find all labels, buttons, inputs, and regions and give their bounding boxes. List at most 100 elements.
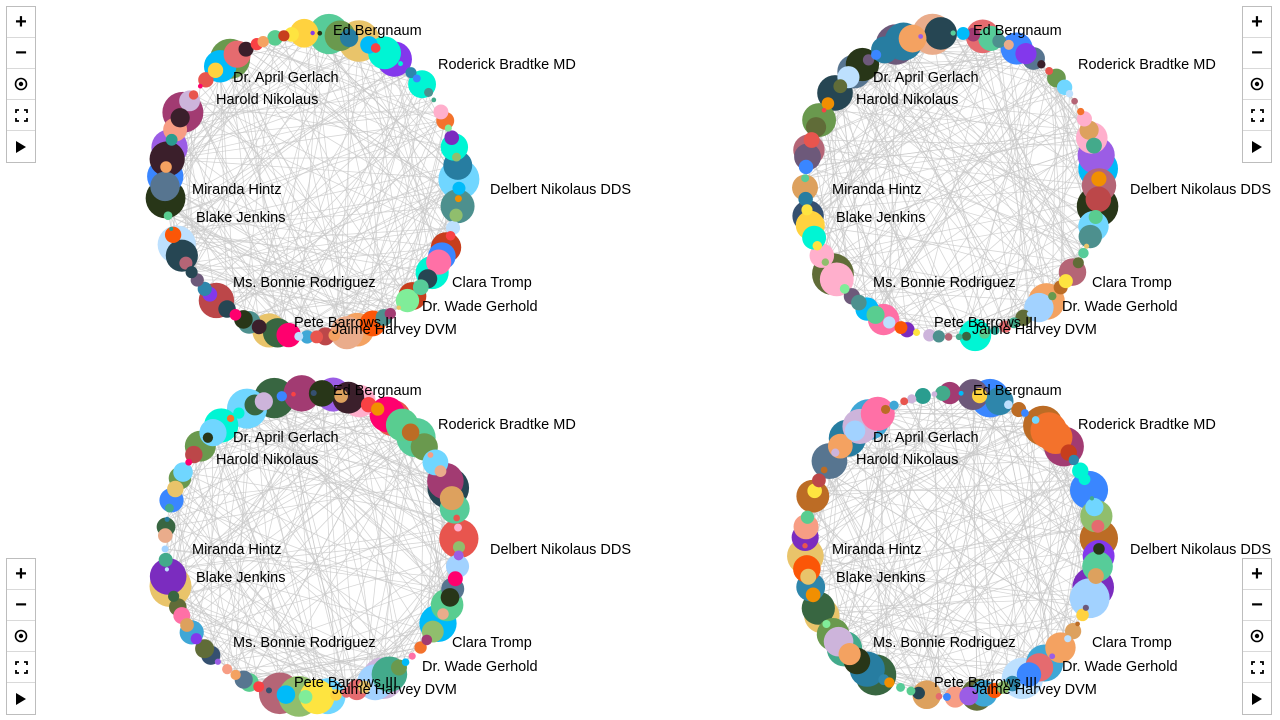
graph-node[interactable] xyxy=(1072,257,1084,269)
graph-node[interactable] xyxy=(310,389,317,397)
center-button[interactable] xyxy=(1243,69,1271,100)
graph-node[interactable] xyxy=(1087,568,1104,584)
graph-node[interactable] xyxy=(360,320,373,333)
graph-node[interactable] xyxy=(1091,171,1107,187)
graph-node[interactable] xyxy=(180,618,194,632)
graph-node[interactable] xyxy=(149,141,185,177)
graph-node[interactable] xyxy=(167,480,184,498)
graph-node[interactable] xyxy=(889,400,899,410)
zoom-in-button[interactable]: + xyxy=(7,559,35,590)
graph-node[interactable] xyxy=(992,34,1007,48)
graph-node[interactable] xyxy=(820,466,828,474)
graph-node[interactable] xyxy=(164,503,174,513)
graph-node[interactable] xyxy=(300,330,314,344)
graph-node[interactable] xyxy=(935,693,943,700)
graph-node[interactable] xyxy=(894,321,908,334)
graph-node[interactable] xyxy=(996,680,1010,694)
zoom-in-button[interactable]: + xyxy=(7,7,35,38)
graph-node[interactable] xyxy=(169,226,174,231)
graph-node[interactable] xyxy=(802,543,808,549)
graph-node[interactable] xyxy=(161,545,169,553)
graph-node[interactable] xyxy=(798,159,814,175)
graph-node[interactable] xyxy=(812,473,826,488)
graph-node[interactable] xyxy=(972,388,988,404)
graph-node[interactable] xyxy=(1065,623,1082,640)
graph-node[interactable] xyxy=(170,108,190,128)
graph-node[interactable] xyxy=(276,685,296,704)
graph-node[interactable] xyxy=(317,30,323,36)
graph-node[interactable] xyxy=(801,174,810,183)
graph-node[interactable] xyxy=(913,329,921,337)
graph-node[interactable] xyxy=(291,391,296,397)
graph-node[interactable] xyxy=(253,681,265,693)
graph-node[interactable] xyxy=(283,375,320,412)
graph-node[interactable] xyxy=(453,550,464,561)
graph-node[interactable] xyxy=(168,590,180,602)
graph-node[interactable] xyxy=(164,516,170,522)
graph-node[interactable] xyxy=(961,331,971,341)
graph-node[interactable] xyxy=(371,402,385,416)
graph-panel[interactable]: Ed Bergnaum Roderick Bradtke MD Dr. April … xyxy=(145,13,631,350)
graph-node[interactable] xyxy=(1064,635,1072,643)
graph-node[interactable] xyxy=(424,87,434,97)
graph-node[interactable] xyxy=(803,132,820,148)
graph-node[interactable] xyxy=(150,171,180,202)
graph-node[interactable] xyxy=(806,502,814,510)
graph-node[interactable] xyxy=(1086,137,1102,154)
graph-node[interactable] xyxy=(452,181,466,195)
graph-node[interactable] xyxy=(445,554,470,578)
graph-node[interactable] xyxy=(251,319,267,335)
graph-node[interactable] xyxy=(357,680,371,694)
fit-button[interactable] xyxy=(7,652,35,683)
zoom-out-button[interactable]: − xyxy=(7,38,35,69)
graph-node[interactable] xyxy=(437,608,449,620)
graph-node[interactable] xyxy=(990,325,1000,335)
graph-node[interactable] xyxy=(453,514,460,522)
center-button[interactable] xyxy=(7,621,35,652)
graph-node[interactable] xyxy=(434,465,447,478)
graph-node[interactable] xyxy=(426,249,452,275)
graph-node[interactable] xyxy=(198,72,214,88)
graph-node[interactable] xyxy=(310,30,315,36)
graph-node[interactable] xyxy=(906,686,916,696)
graph-panel[interactable]: Ed Bergnaum Roderick Bradtke MD Dr. April … xyxy=(792,13,1271,352)
graph-node[interactable] xyxy=(421,634,433,646)
graph-panel[interactable]: Ed Bergnaum Roderick Bradtke MD Dr. April … xyxy=(787,378,1271,711)
graph-node[interactable] xyxy=(289,18,319,48)
graph-node[interactable] xyxy=(188,90,199,100)
graph-node[interactable] xyxy=(932,330,945,343)
graph-node[interactable] xyxy=(278,30,290,42)
graph-node[interactable] xyxy=(1091,519,1105,533)
graph-node[interactable] xyxy=(800,510,815,524)
graph-node[interactable] xyxy=(1004,400,1013,409)
graph-node[interactable] xyxy=(914,388,931,404)
graph-node[interactable] xyxy=(195,639,215,659)
graph-node[interactable] xyxy=(862,54,875,66)
graph-node[interactable] xyxy=(163,202,170,209)
zoom-in-button[interactable]: + xyxy=(1243,559,1271,590)
graph-node[interactable] xyxy=(1021,409,1029,417)
graph-node[interactable] xyxy=(821,258,830,266)
graph-node[interactable] xyxy=(401,423,420,442)
graph-node[interactable] xyxy=(1071,97,1078,105)
graph-node[interactable] xyxy=(918,34,924,39)
graph-node[interactable] xyxy=(334,389,348,403)
graph-node[interactable] xyxy=(831,448,840,457)
graph-node[interactable] xyxy=(1016,662,1042,687)
graph-node[interactable] xyxy=(449,208,463,222)
graph-node[interactable] xyxy=(370,43,381,53)
graph-node[interactable] xyxy=(792,174,819,201)
graph-node[interactable] xyxy=(207,62,224,78)
graph-node[interactable] xyxy=(900,397,909,406)
play-button[interactable] xyxy=(1243,683,1271,714)
graph-node[interactable] xyxy=(944,333,953,341)
graph-node[interactable] xyxy=(801,204,813,216)
graph-node[interactable] xyxy=(158,528,173,543)
graph-node[interactable] xyxy=(431,97,437,103)
graph-node[interactable] xyxy=(454,195,462,203)
graph-node[interactable] xyxy=(1049,653,1056,660)
graph-node[interactable] xyxy=(214,658,222,665)
graph-node[interactable] xyxy=(966,27,981,42)
graph-node[interactable] xyxy=(452,152,461,162)
fit-button[interactable] xyxy=(1243,652,1271,683)
